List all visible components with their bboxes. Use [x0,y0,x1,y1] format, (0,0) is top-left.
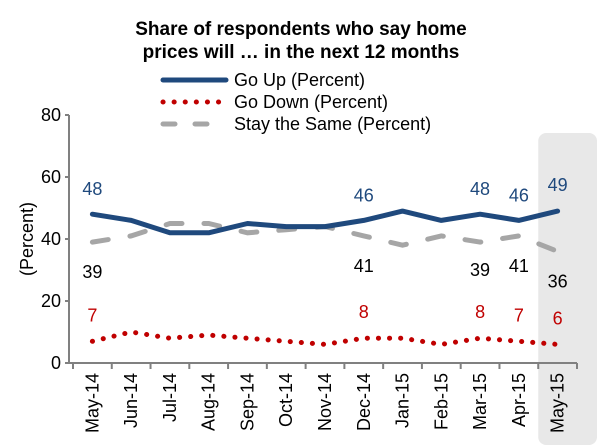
y-tick-label: 40 [41,229,61,249]
data-label-go-up: 49 [548,175,568,195]
data-label-stay-same: 39 [470,260,490,280]
x-tick-label: Mar-15 [470,373,490,430]
title-line-1: Share of respondents who say home [135,19,467,40]
x-tick-label: Dec-14 [354,373,374,431]
series-line-go-down [89,329,561,347]
x-tick-label: Aug-14 [199,373,219,431]
x-tick-label: Jul-14 [160,373,180,422]
data-label-stay-same: 41 [354,256,374,276]
data-label-go-up: 48 [82,179,102,199]
legend: Go Up (Percent)Go Down (Percent)Stay the… [160,70,431,134]
x-tick-label: Jun-14 [121,373,141,428]
data-label-go-down: 8 [359,302,369,322]
x-tick-label: May-15 [548,373,568,433]
data-label-go-up: 48 [470,179,490,199]
title-line-2: prices will … in the next 12 months [143,42,460,63]
data-label-go-down: 6 [553,308,563,328]
data-label-go-up: 46 [509,185,529,205]
x-tick-label: Nov-14 [315,373,335,431]
legend-label-go-up: Go Up (Percent) [234,70,365,90]
y-tick-label: 60 [41,167,61,187]
series-go-down [89,329,561,347]
legend-item-stay-same: Stay the Same (Percent) [160,114,431,134]
x-tick-label: Jan-15 [393,373,413,428]
data-label-stay-same: 39 [82,262,102,282]
data-label-go-up: 46 [354,185,374,205]
chart-title: Share of respondents who say home prices… [135,19,467,63]
series-layer [89,208,561,347]
y-tick-label: 20 [41,291,61,311]
x-tick-label: May-14 [82,373,102,433]
series-go-up [89,208,561,236]
data-label-stay-same: 41 [509,256,529,276]
y-axis-title: (Percent) [17,202,37,276]
legend-item-go-down: Go Down (Percent) [160,92,388,112]
legend-label-go-down: Go Down (Percent) [234,92,388,112]
data-labels: 48 46 48 46 49 7 8 8 7 6 39 41 39 41 36 [82,175,567,328]
legend-label-stay-same: Stay the Same (Percent) [234,114,431,134]
series-line-go-up [89,208,561,236]
y-tick-label: 0 [51,353,61,373]
x-tick-label: Oct-14 [276,373,296,427]
x-tick-label: Feb-15 [431,373,451,430]
data-label-go-down: 8 [475,302,485,322]
x-tick-label: Sep-14 [237,373,257,431]
y-tick-label: 80 [41,105,61,125]
legend-item-go-up: Go Up (Percent) [160,70,365,90]
axes: 0 20 40 60 80 May-14 Jun-14 Jul-14 Aug-14 Sep-14 O… [41,105,578,433]
data-label-go-down: 7 [87,305,97,325]
x-tick-label: Apr-15 [509,373,529,427]
data-label-stay-same: 36 [548,271,568,291]
data-label-go-down: 7 [514,305,524,325]
